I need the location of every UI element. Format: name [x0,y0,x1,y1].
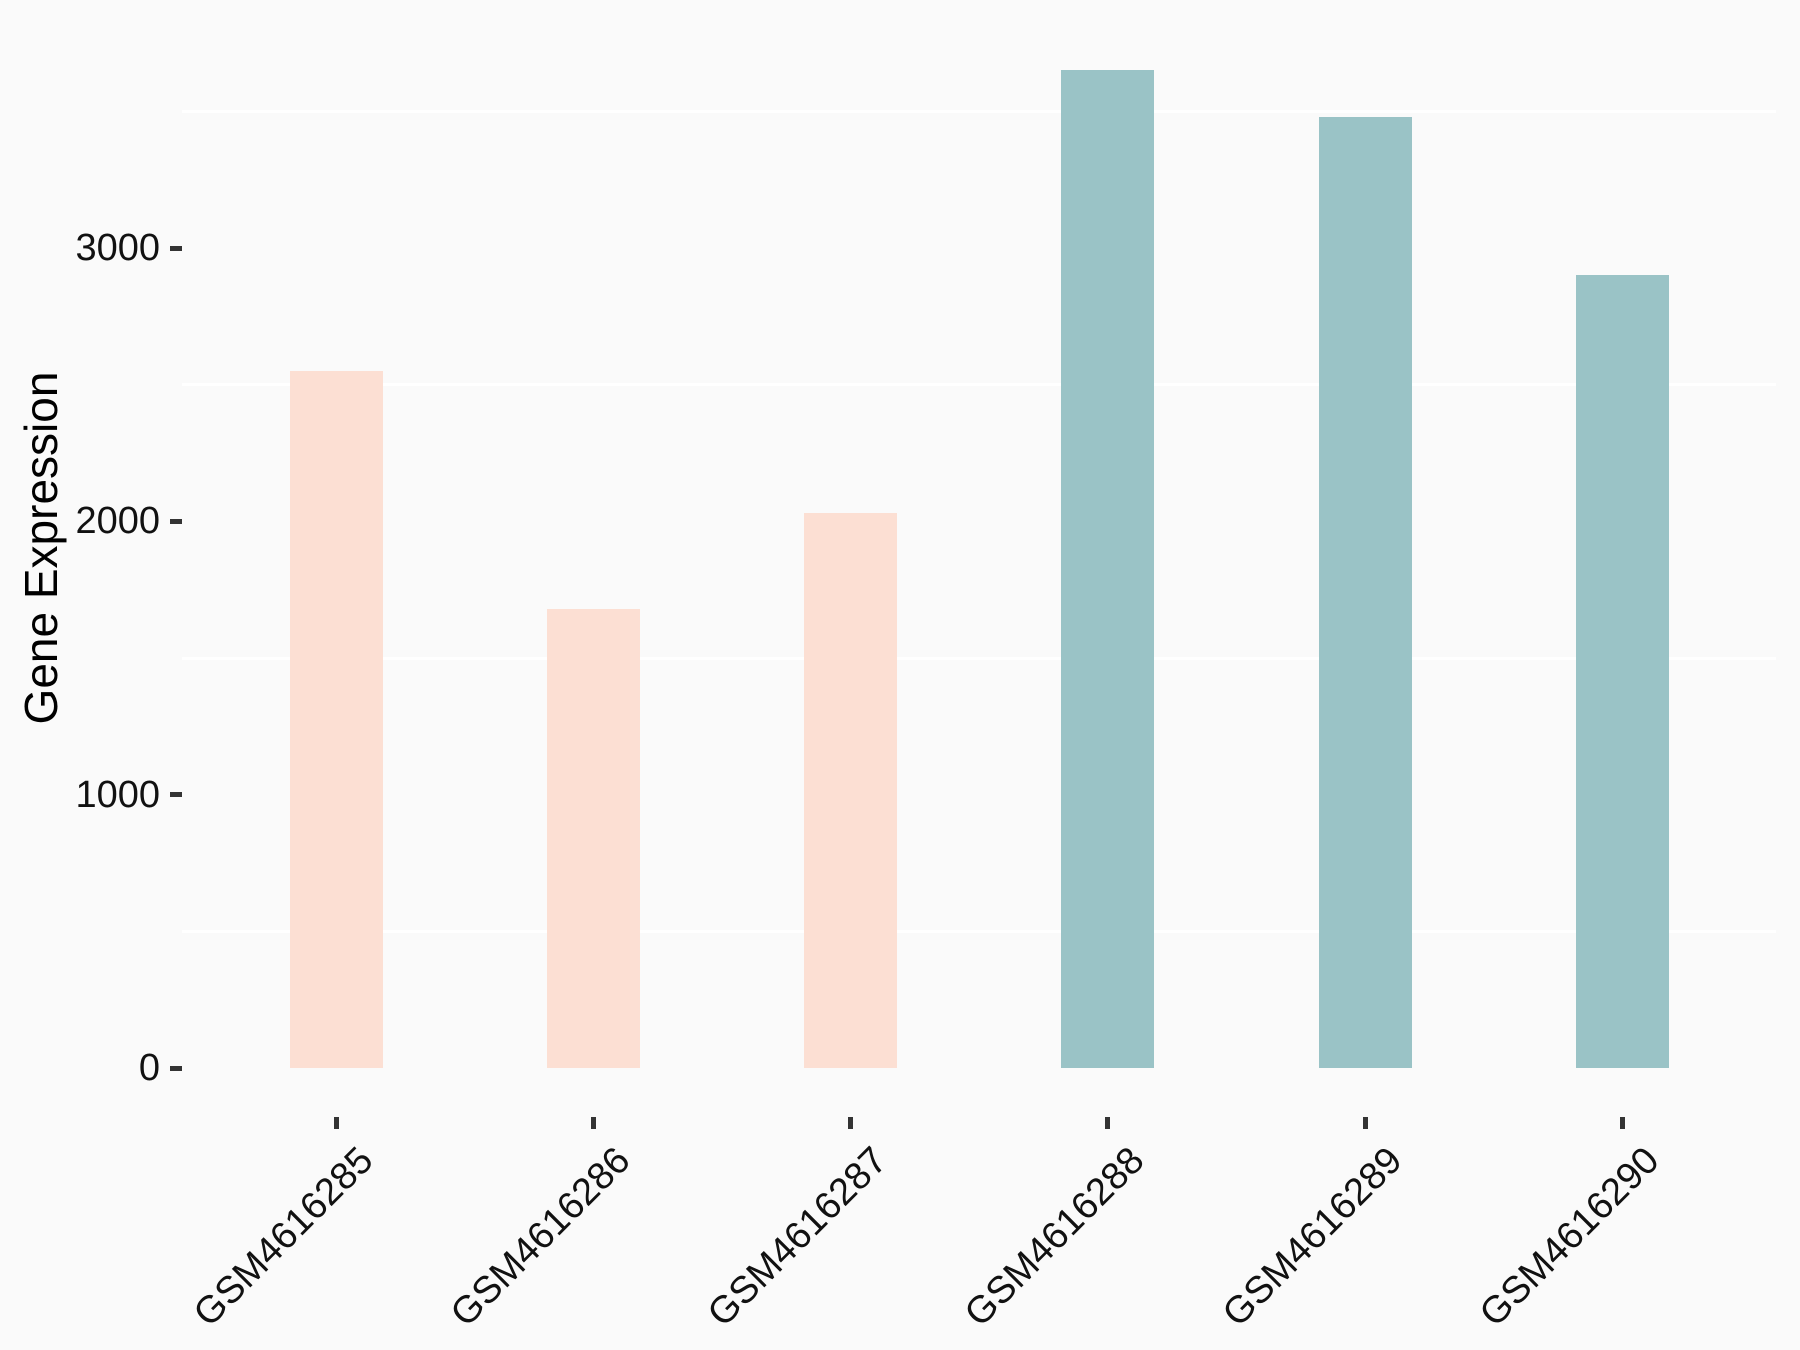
bar-GSM4616285 [289,371,383,1068]
bar-GSM4616289 [1318,116,1412,1068]
x-tick-mark-GSM4616287 [848,1117,854,1129]
x-tick-label-GSM4616286: GSM4616286 [442,1139,639,1335]
y-tick-label-3000: 3000 [75,227,160,270]
y-tick-mark-0 [170,1065,182,1071]
x-tick-mark-GSM4616289 [1362,1117,1368,1129]
y-tick-mark-2000 [170,518,182,524]
y-tick-label-1000: 1000 [75,773,160,816]
bar-GSM4616287 [804,513,898,1068]
x-tick-label-GSM4616287: GSM4616287 [700,1139,896,1335]
x-tick-label-GSM4616289: GSM4616289 [1214,1139,1411,1335]
y-tick-label-0: 0 [138,1047,160,1089]
minor-gridline-2500 [182,383,1776,387]
y-tick-label-2000: 2000 [75,500,160,543]
minor-gridline-3500 [182,109,1776,113]
x-tick-mark-GSM4616290 [1620,1117,1625,1129]
minor-gridline-500 [182,929,1776,933]
plot-panel [182,20,1776,1118]
y-tick-mark-3000 [170,245,182,251]
x-tick-label-GSM4616288: GSM4616288 [957,1139,1153,1335]
x-tick-mark-GSM4616285 [333,1117,339,1129]
y-tick-mark-1000 [170,792,182,798]
x-tick-label-GSM4616285: GSM4616285 [185,1139,381,1335]
bar-GSM4616288 [1061,70,1155,1068]
bar-GSM4616290 [1576,275,1669,1068]
x-tick-mark-GSM4616286 [590,1117,596,1129]
x-tick-label-GSM4616290: GSM4616290 [1471,1139,1668,1335]
bar-GSM4616286 [546,608,640,1068]
x-tick-mark-GSM4616288 [1105,1117,1111,1129]
minor-gridline-1500 [182,656,1776,660]
y-axis-title: Gene Expression [15,371,67,725]
